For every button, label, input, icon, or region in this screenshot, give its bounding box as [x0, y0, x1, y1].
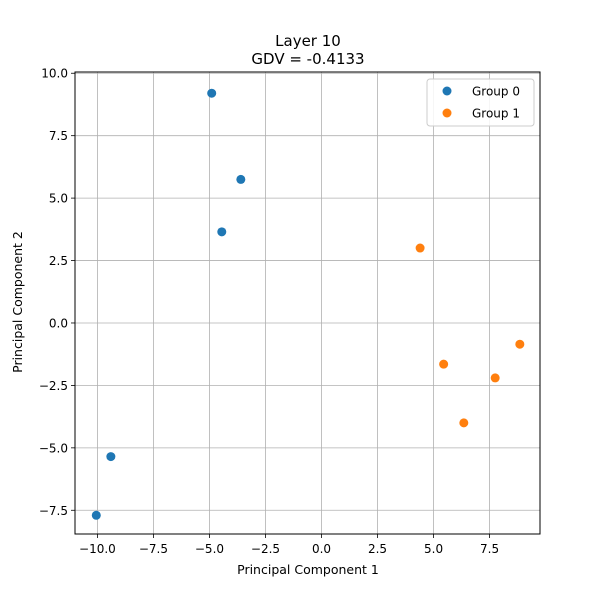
grid-lines: [75, 72, 540, 534]
x-tick-label: 5.0: [424, 542, 443, 556]
data-point-group-0: [217, 227, 227, 237]
y-tick-label: 7.5: [49, 129, 68, 143]
x-tick-label: −10.0: [79, 542, 116, 556]
legend-marker-group-1: [442, 108, 452, 118]
y-tick-label: −5.0: [39, 441, 68, 455]
data-points: [91, 88, 525, 520]
chart-subtitle: GDV = -0.4133: [251, 50, 364, 68]
x-tick-label: 0.0: [312, 542, 331, 556]
data-point-group-1: [515, 339, 525, 349]
data-point-group-1: [415, 243, 425, 253]
legend-box: [426, 78, 535, 127]
data-point-group-0: [236, 174, 246, 184]
x-tick-label: −2.5: [251, 542, 280, 556]
y-tick-label: 0.0: [49, 316, 68, 330]
x-tick-label: 7.5: [480, 542, 499, 556]
plot-frame: [74, 71, 541, 535]
x-axis-label: Principal Component 1: [237, 562, 379, 577]
y-tick-label: 10.0: [41, 67, 68, 81]
y-tick-label: −7.5: [39, 504, 68, 518]
y-tick-label: −2.5: [39, 379, 68, 393]
y-tick-label: 2.5: [49, 254, 68, 268]
data-point-group-1: [439, 359, 449, 369]
legend-label-group-1: Group 1: [472, 107, 520, 121]
data-point-group-0: [106, 452, 116, 462]
x-tick-label: −5.0: [195, 542, 224, 556]
data-point-group-1: [459, 418, 469, 428]
legend-label-group-0: Group 0: [472, 85, 520, 99]
chart-title: Layer 10: [275, 32, 341, 50]
axis-ticks: −10.0 −7.5 −5.0 −2.5 0.0 2.5 5.0 7.5 −7.5 −5.0 −2.…: [39, 67, 499, 556]
data-point-group-0: [207, 88, 217, 98]
legend-marker-group-0: [442, 86, 452, 96]
data-point-group-1: [490, 373, 500, 383]
x-tick-label: 2.5: [368, 542, 387, 556]
x-tick-label: −7.5: [139, 542, 168, 556]
data-point-group-0: [91, 510, 101, 520]
y-tick-label: 5.0: [49, 192, 68, 206]
y-axis-label: Principal Component 2: [10, 231, 25, 373]
legend: Group 0 Group 1: [426, 78, 535, 127]
